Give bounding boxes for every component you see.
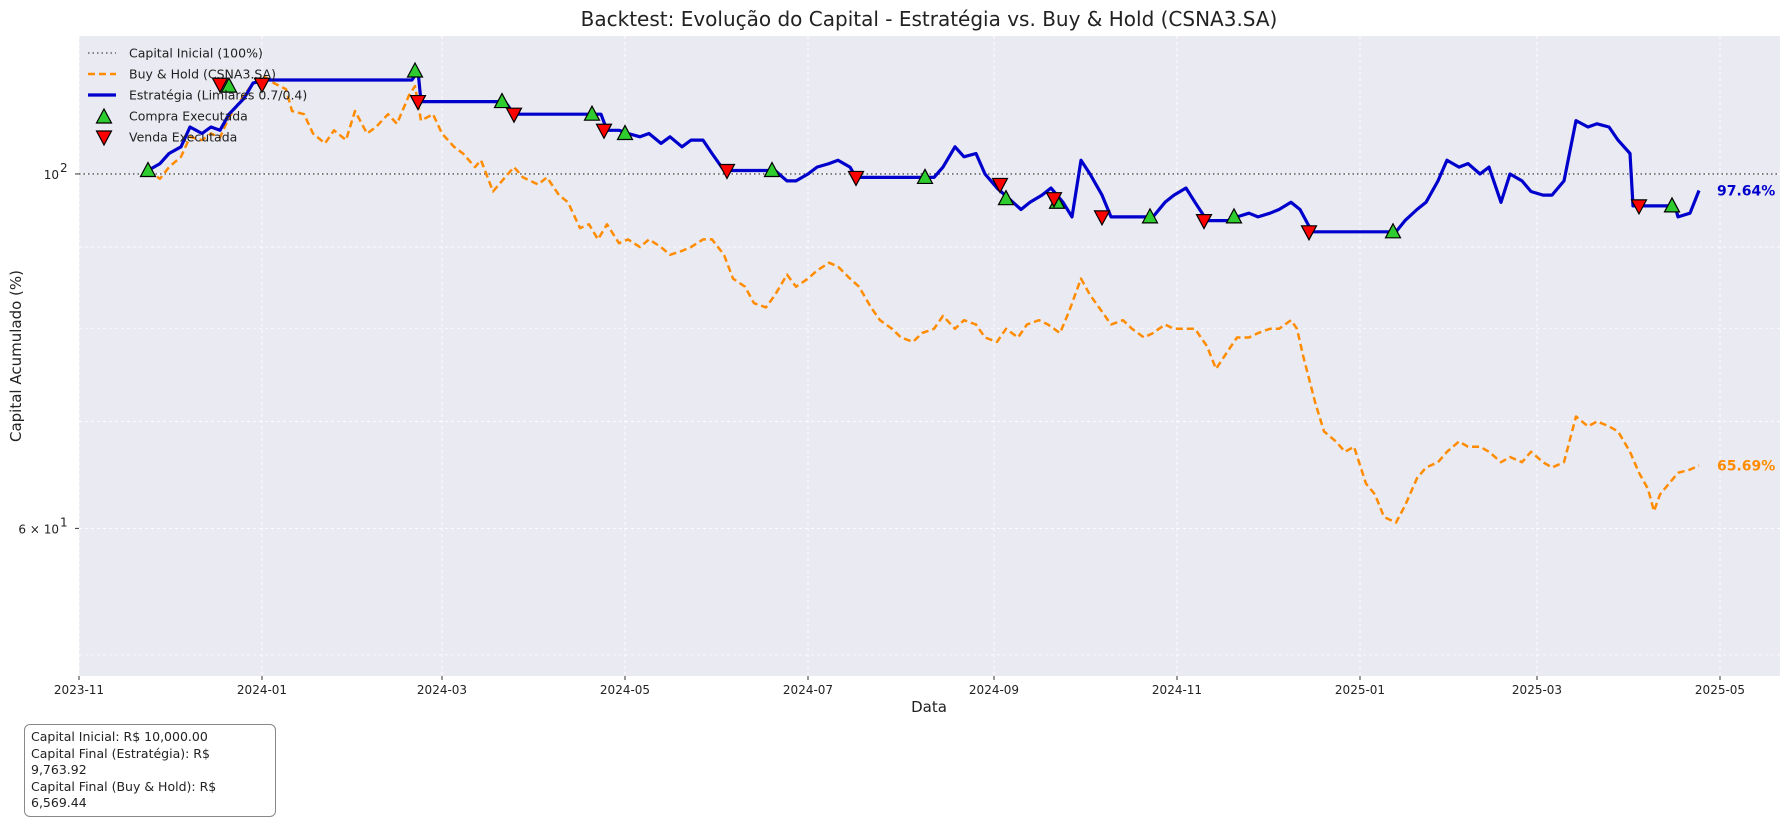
buy-marker [493, 92, 511, 109]
y-axis: 10 2 6 × 10 1 [18, 161, 79, 536]
buy-marker [916, 168, 934, 185]
series-layer [147, 69, 1701, 524]
summary-initial-capital: Capital Inicial: R$ 10,000.00 [31, 729, 208, 744]
x-tick-label: 2024-05 [600, 683, 650, 697]
sell-marker [211, 77, 229, 94]
sell-marker [1045, 192, 1063, 208]
sell-marker [595, 123, 613, 140]
legend-label-strategy: Estratégia (Limiares 0.7/0.4) [129, 88, 307, 103]
sell-marker [1093, 210, 1111, 227]
y-axis-label: Capital Acumulado (%) [7, 270, 25, 442]
grid [78, 36, 1780, 676]
legend-label-buy-hold: Buy & Hold (CSNA3.SA) [129, 67, 276, 82]
end-label-strategy: 97.64% [1717, 184, 1775, 200]
marker-layer [139, 61, 1681, 242]
buy-marker [583, 104, 601, 121]
x-tick-label: 2024-01 [237, 683, 287, 697]
buy-marker [1141, 207, 1159, 224]
x-tick-label: 2025-05 [1695, 683, 1745, 697]
x-tick-label: 2024-07 [783, 683, 833, 697]
summary-final-buy-hold: Capital Final (Buy & Hold): R$ 6,569.44 [31, 778, 217, 811]
x-tick-label: 2024-11 [1152, 683, 1202, 697]
buy-marker [1663, 196, 1681, 213]
legend: Capital Inicial (100%) Buy & Hold (CSNA3… [88, 46, 307, 147]
legend-label-sell-marker: Venda Executada [129, 130, 237, 145]
x-axis-label: Data [911, 698, 947, 716]
summary-box: Capital Inicial: R$ 10,000.00 Capital Fi… [24, 724, 276, 817]
chart: Backtest: Evolução do Capital - Estratég… [7, 7, 1780, 716]
plot-area [79, 36, 1780, 676]
x-tick-label: 2024-09 [969, 683, 1019, 697]
end-label-buy-hold: 65.69% [1717, 459, 1775, 475]
buy-marker [763, 161, 781, 178]
buy-marker [1384, 222, 1402, 239]
sell-marker [505, 107, 523, 124]
sell-marker [1195, 213, 1213, 230]
buy-marker [406, 61, 424, 78]
x-tick-label: 2025-03 [1512, 683, 1562, 697]
buy-marker [997, 189, 1015, 206]
summary-final-strategy: Capital Final (Estratégia): R$ 9,763.92 [31, 745, 210, 778]
buy-marker [139, 161, 157, 178]
chart-title: Backtest: Evolução do Capital - Estratég… [581, 7, 1278, 31]
buy-marker [1225, 207, 1243, 224]
sell-marker [1300, 225, 1318, 242]
series-buy-hold-line [147, 75, 1700, 524]
sell-marker [1630, 199, 1648, 216]
legend-label-buy-marker: Compra Executada [129, 109, 248, 124]
sell-marker [847, 170, 865, 187]
x-axis: 2023-11 2024-01 2024-03 2024-05 2024-07 2024-… [54, 676, 1745, 697]
buy-marker [616, 124, 634, 141]
legend-swatch-sell-marker [95, 130, 113, 147]
y-tick-label: 10 [44, 168, 59, 182]
y-tick-label: 6 × 10 [18, 522, 59, 536]
x-tick-label: 2024-03 [417, 683, 467, 697]
sell-marker [253, 77, 271, 94]
y-tick-exponent: 1 [60, 515, 68, 529]
buy-marker [220, 76, 238, 93]
x-tick-label: 2023-11 [54, 683, 104, 697]
sell-marker [718, 163, 736, 180]
x-tick-label: 2025-01 [1335, 683, 1385, 697]
y-tick-exponent: 2 [60, 161, 68, 175]
legend-label-reference: Capital Inicial (100%) [129, 46, 263, 61]
series-strategy-line [147, 69, 1701, 234]
legend-swatch-buy-marker [95, 107, 113, 124]
sell-marker [991, 177, 1009, 194]
sell-marker [409, 94, 427, 111]
